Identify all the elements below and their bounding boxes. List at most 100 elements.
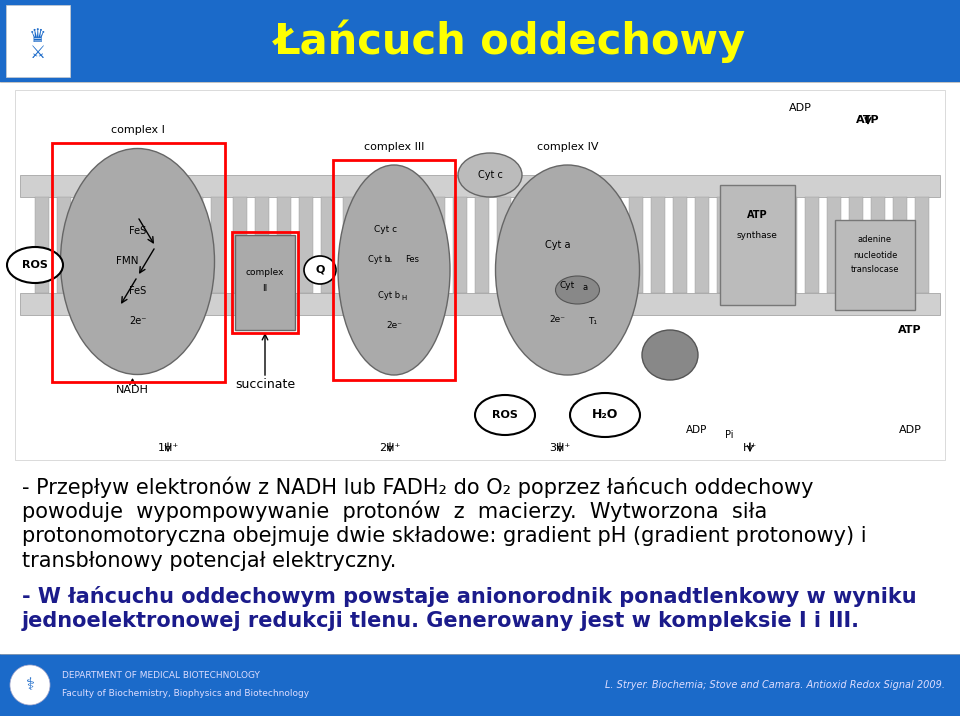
Ellipse shape <box>338 165 450 375</box>
Text: FeS: FeS <box>129 286 146 296</box>
Bar <box>167 197 181 293</box>
Bar <box>343 197 357 293</box>
Bar <box>519 197 533 293</box>
Text: ⚕: ⚕ <box>26 676 35 694</box>
Bar <box>101 197 115 293</box>
Text: ATP: ATP <box>856 115 879 125</box>
Bar <box>189 197 203 293</box>
Text: Fes: Fes <box>405 256 419 264</box>
Text: FMN: FMN <box>116 256 139 266</box>
Bar <box>783 197 797 293</box>
Bar <box>365 197 379 293</box>
Bar <box>497 197 511 293</box>
Ellipse shape <box>570 393 640 437</box>
Text: ADP: ADP <box>899 425 922 435</box>
Text: complex IV: complex IV <box>537 142 598 152</box>
Text: 2e⁻: 2e⁻ <box>549 316 565 324</box>
Text: ADP: ADP <box>686 425 708 435</box>
Bar <box>695 197 709 293</box>
Bar <box>57 197 71 293</box>
Text: 2H⁺: 2H⁺ <box>379 443 400 453</box>
Bar <box>299 197 313 293</box>
Text: jednoelektronowej redukcji tlenu. Generowany jest w kompleksie I i III.: jednoelektronowej redukcji tlenu. Genero… <box>22 611 860 631</box>
Text: ADP: ADP <box>788 103 811 113</box>
Text: a: a <box>583 283 588 291</box>
Bar <box>835 220 915 310</box>
Text: Cyt: Cyt <box>560 281 575 289</box>
Text: FeS: FeS <box>129 226 146 236</box>
Text: Cyt c: Cyt c <box>374 226 397 235</box>
Ellipse shape <box>7 247 63 283</box>
Bar <box>915 197 929 293</box>
Bar <box>145 197 159 293</box>
Text: DEPARTMENT OF MEDICAL BIOTECHNOLOGY: DEPARTMENT OF MEDICAL BIOTECHNOLOGY <box>62 672 260 680</box>
Text: powoduje  wypompowywanie  protonów  z  macierzy.  Wytworzona  siła: powoduje wypompowywanie protonów z macie… <box>22 501 767 523</box>
Text: NADH: NADH <box>116 385 149 395</box>
Bar <box>232 232 298 333</box>
Ellipse shape <box>475 395 535 435</box>
Bar <box>563 197 577 293</box>
Bar <box>720 185 795 305</box>
Text: 2e⁻: 2e⁻ <box>386 321 402 329</box>
Bar <box>651 197 665 293</box>
Bar <box>52 143 225 382</box>
Ellipse shape <box>60 148 214 374</box>
Text: protonomotoryczna obejmuje dwie składowe: gradient pH (gradient protonowy) i: protonomotoryczna obejmuje dwie składowe… <box>22 526 867 546</box>
Text: Q: Q <box>315 265 324 275</box>
Bar <box>827 197 841 293</box>
Text: complex I: complex I <box>110 125 164 135</box>
Bar <box>849 197 863 293</box>
Ellipse shape <box>495 165 639 375</box>
Bar <box>409 197 423 293</box>
Bar <box>541 197 555 293</box>
Bar <box>431 197 445 293</box>
Bar <box>607 197 621 293</box>
Text: L. Stryer. Biochemia; Stove and Camara. Antioxid Redox Signal 2009.: L. Stryer. Biochemia; Stove and Camara. … <box>605 680 945 690</box>
Text: 3H⁺: 3H⁺ <box>549 443 570 453</box>
Bar <box>761 197 775 293</box>
Ellipse shape <box>556 276 599 304</box>
Text: complex: complex <box>246 268 284 277</box>
Text: H₂O: H₂O <box>591 409 618 422</box>
Text: synthase: synthase <box>736 231 778 239</box>
Text: H⁺: H⁺ <box>743 443 757 453</box>
Bar <box>6 5 70 77</box>
Text: ATP: ATP <box>747 210 767 220</box>
Text: Łańcuch oddechowy: Łańcuch oddechowy <box>274 19 746 63</box>
Bar <box>235 235 295 330</box>
Text: ⚔: ⚔ <box>30 44 46 62</box>
Text: Cyt c: Cyt c <box>477 170 502 180</box>
Text: adenine: adenine <box>858 236 892 244</box>
Ellipse shape <box>642 330 698 380</box>
Text: nucleotide: nucleotide <box>852 251 898 259</box>
Bar <box>387 197 401 293</box>
Text: T₁: T₁ <box>588 317 597 326</box>
Text: Pi: Pi <box>725 430 733 440</box>
Text: translocase: translocase <box>851 266 900 274</box>
Bar <box>893 197 907 293</box>
Bar <box>15 90 945 460</box>
Text: II: II <box>262 284 268 293</box>
Text: Cyt a: Cyt a <box>544 240 570 250</box>
Bar <box>277 197 291 293</box>
Text: ROS: ROS <box>22 260 48 270</box>
Bar <box>20 293 940 315</box>
Bar <box>20 175 940 197</box>
Text: ATP: ATP <box>899 325 922 335</box>
Text: 1H⁺: 1H⁺ <box>157 443 179 453</box>
Bar <box>321 197 335 293</box>
Bar <box>255 197 269 293</box>
Bar <box>211 197 225 293</box>
Text: Faculty of Biochemistry, Biophysics and Biotechnology: Faculty of Biochemistry, Biophysics and … <box>62 690 309 699</box>
Bar <box>79 197 93 293</box>
Bar <box>233 197 247 293</box>
Bar <box>0 0 960 82</box>
Text: Cyt b: Cyt b <box>378 291 400 299</box>
Text: ROS: ROS <box>492 410 518 420</box>
Bar <box>0 654 960 716</box>
Text: H: H <box>401 295 407 301</box>
Bar <box>717 197 731 293</box>
Bar <box>805 197 819 293</box>
Text: Cyt b: Cyt b <box>368 256 390 264</box>
Bar <box>673 197 687 293</box>
